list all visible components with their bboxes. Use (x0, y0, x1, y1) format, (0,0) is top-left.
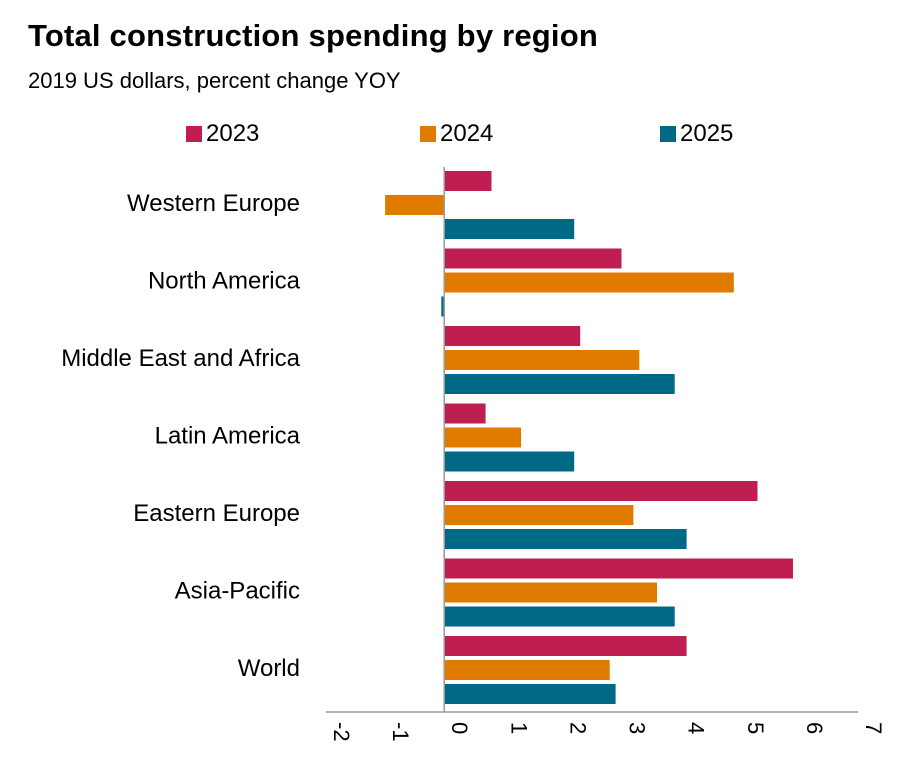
legend-swatch-2023 (186, 126, 202, 142)
legend-label-2025: 2025 (680, 120, 734, 147)
category-label: Eastern Europe (133, 500, 300, 527)
x-tick-label: 7 (861, 722, 886, 734)
x-tick-label: 2 (565, 722, 590, 734)
bar-2024-world (444, 660, 610, 680)
bar-2025-eastern-europe (444, 529, 687, 549)
bar-2025-asia-pacific (444, 606, 675, 627)
bar-2023-world (444, 636, 687, 656)
x-tick-label: 0 (447, 722, 472, 734)
x-tick-label: 5 (743, 722, 768, 734)
legend: 2023 2024 2025 (0, 120, 900, 152)
bar-2025-north-america (441, 296, 445, 317)
category-label: Middle East and Africa (61, 345, 300, 372)
category-label: World (238, 655, 300, 682)
bar-2024-western-europe (385, 195, 445, 215)
x-tick-label: -2 (329, 722, 354, 742)
chart-title: Total construction spending by region (28, 18, 599, 53)
x-tick-label: -1 (388, 722, 413, 742)
category-label: North America (148, 267, 301, 294)
bar-2023-eastern-europe (444, 481, 758, 501)
legend-swatch-2025 (660, 126, 676, 142)
bar-2024-asia-pacific (444, 582, 657, 603)
bar-2025-world (444, 684, 616, 704)
bar-2023-asia-pacific (444, 558, 793, 579)
legend-label-2023: 2023 (206, 120, 260, 147)
category-label: Latin America (155, 422, 301, 449)
x-tick-label: 6 (802, 722, 827, 734)
bar-2023-middle-east-and-africa (444, 326, 581, 346)
bar-2025-western-europe (444, 219, 575, 239)
legend-label-2024: 2024 (440, 120, 494, 147)
bar-2024-middle-east-and-africa (444, 350, 640, 370)
bar-2024-latin-america (444, 427, 521, 448)
bar-2023-north-america (444, 248, 622, 269)
bar-2023-latin-america (444, 403, 486, 424)
x-tick-label: 1 (506, 722, 531, 734)
bar-2024-eastern-europe (444, 505, 634, 525)
bar-2023-western-europe (444, 171, 492, 191)
chart-subtitle: 2019 US dollars, percent change YOY (28, 68, 401, 93)
legend-swatch-2024 (420, 126, 436, 142)
bar-2025-latin-america (444, 451, 575, 472)
legend-item-2023: 2023 (186, 120, 259, 148)
x-tick-label: 4 (684, 722, 709, 734)
legend-item-2024: 2024 (420, 120, 493, 148)
bar-2024-north-america (444, 272, 734, 293)
category-label: Asia-Pacific (175, 577, 300, 604)
legend-item-2025: 2025 (660, 120, 733, 148)
x-tick-label: 3 (625, 722, 650, 734)
category-label: Western Europe (127, 190, 300, 217)
bar-2025-middle-east-and-africa (444, 374, 675, 394)
